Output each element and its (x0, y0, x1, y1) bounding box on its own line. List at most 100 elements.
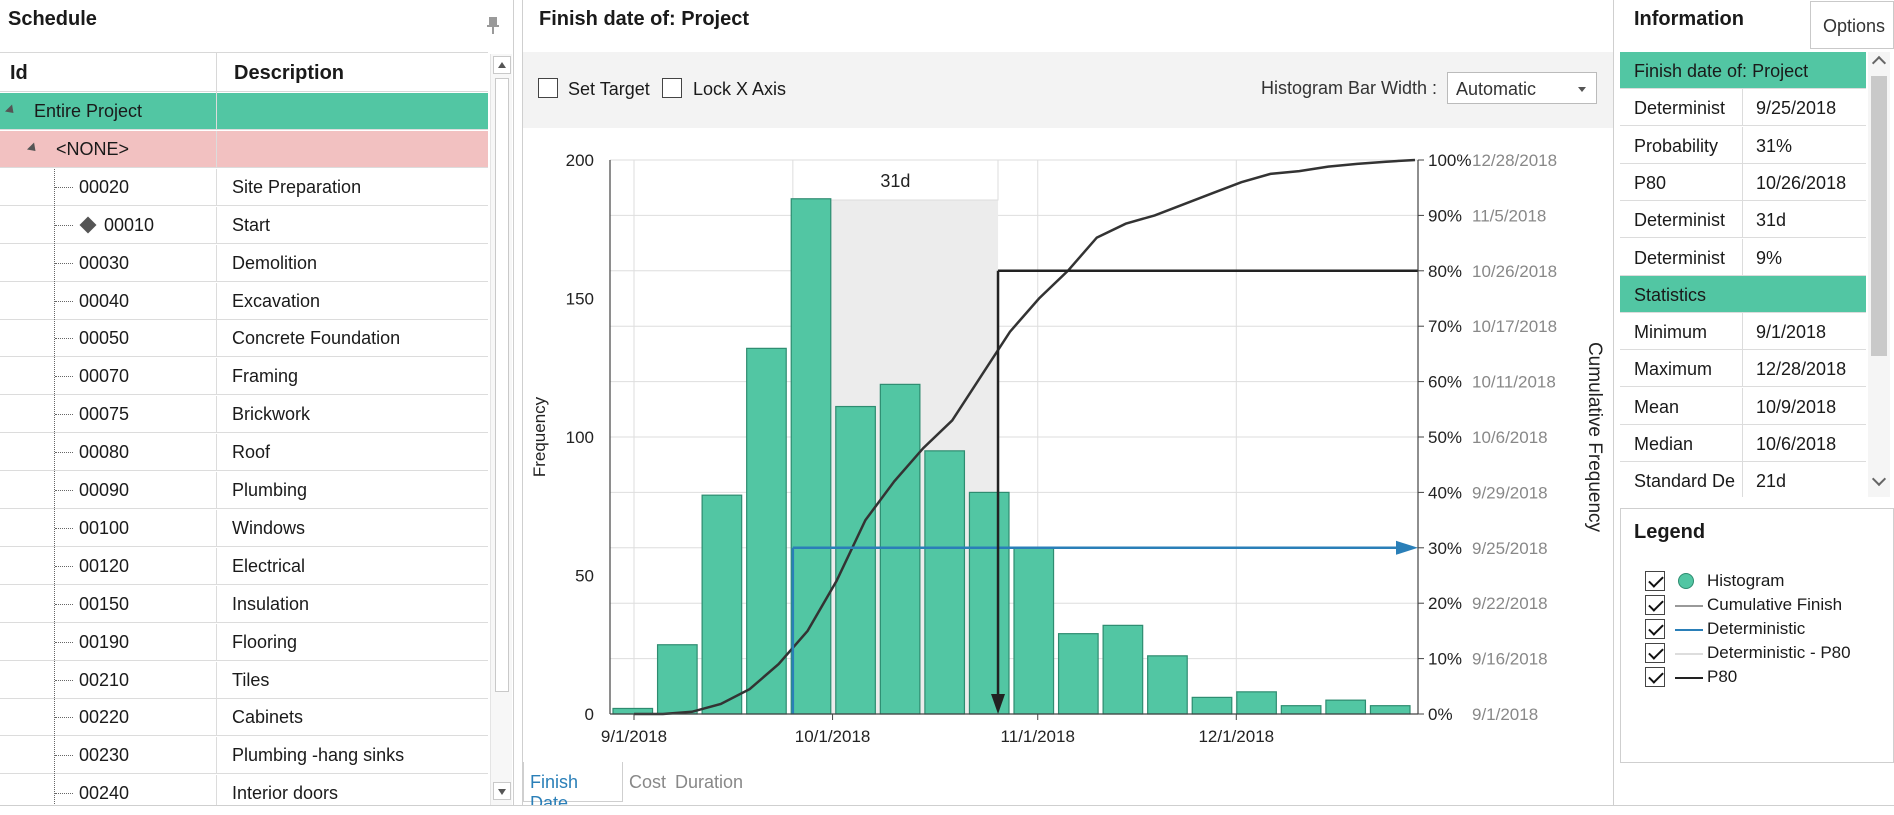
tree-connector (55, 793, 73, 795)
cumulative-percent-label: 80% (1428, 262, 1462, 281)
row-id: 00150 (79, 593, 130, 614)
histogram-bar (1236, 691, 1277, 715)
tab-duration[interactable]: Duration (675, 772, 744, 792)
tree-connector (55, 300, 73, 302)
legend-title: Legend (1634, 521, 1706, 543)
x-tick-label: 12/1/2018 (1198, 727, 1274, 746)
expand-toggle-icon[interactable] (4, 104, 18, 117)
legend-checkbox[interactable] (1645, 667, 1665, 687)
lock-x-axis-checkbox[interactable] (662, 78, 682, 98)
row-id: 00075 (79, 404, 130, 425)
legend-label: Cumulative Finish (1707, 595, 1843, 614)
information-scrollbar[interactable] (1868, 52, 1890, 497)
cumulative-percent-label: 90% (1428, 206, 1462, 225)
scroll-up-arrow-icon[interactable] (493, 56, 511, 74)
cumulative-date-label: 9/29/2018 (1472, 483, 1548, 502)
cumulative-date-label: 12/28/2018 (1472, 151, 1557, 170)
table-row[interactable]: 00030 Demolition (0, 244, 488, 282)
histogram-bar (924, 450, 966, 715)
info-row: Median 10/6/2018 (1620, 425, 1866, 462)
table-row[interactable]: 00150 Insulation (0, 585, 488, 623)
info-value: 10/9/2018 (1756, 396, 1837, 417)
histogram-bar (1369, 705, 1411, 715)
table-row[interactable]: 00210 Tiles (0, 661, 488, 699)
cumulative-percent-label: 0% (1428, 705, 1453, 724)
cumulative-percent-label: 60% (1428, 373, 1462, 392)
row-description: Framing (232, 366, 299, 387)
tab-finish-date[interactable]: Finish Date (523, 762, 623, 813)
bar-width-label: Histogram Bar Width : (1261, 78, 1438, 98)
legend-label: Deterministic (1707, 619, 1806, 638)
table-row[interactable]: 00080 Roof (0, 434, 488, 472)
legend-checkbox[interactable] (1645, 619, 1665, 639)
row-description: Brickwork (232, 404, 311, 425)
histogram-bar (879, 383, 921, 715)
column-header-description[interactable]: Description (234, 62, 345, 84)
schedule-title: Schedule (8, 8, 97, 30)
table-row[interactable]: 00100 Windows (0, 509, 488, 547)
expand-toggle-icon[interactable] (26, 142, 40, 155)
cumulative-date-label: 9/25/2018 (1472, 539, 1548, 558)
info-value: 31d (1756, 210, 1787, 231)
info-row: Minimum 9/1/2018 (1620, 313, 1866, 351)
schedule-scrollbar[interactable] (490, 54, 512, 805)
bar-width-dropdown[interactable]: Automatic (1447, 72, 1597, 104)
deterministic-arrow-icon (1396, 540, 1418, 555)
legend-label: P80 (1707, 667, 1738, 686)
window-bottom-border (0, 805, 1894, 815)
table-row[interactable]: 00220 Cabinets (0, 699, 488, 737)
tab-cost[interactable]: Cost (629, 772, 667, 792)
line-swatch-icon (1675, 677, 1703, 679)
column-header-id[interactable]: Id (10, 62, 28, 84)
y-tick-label: 50 (575, 567, 594, 586)
table-row[interactable]: 00020 Site Preparation (0, 168, 488, 206)
y-axis-label: Frequency (530, 396, 549, 477)
table-row[interactable]: 00240 Interior doors (0, 775, 488, 805)
cumulative-date-label: 9/16/2018 (1472, 650, 1548, 669)
table-row[interactable]: 00190 Flooring (0, 623, 488, 661)
table-row[interactable]: 00050 Concrete Foundation (0, 320, 488, 358)
histogram-bar (1013, 547, 1055, 715)
info-key: Determinist (1634, 210, 1726, 231)
information-panel: Information Options Finish date of: Proj… (1620, 0, 1894, 500)
chevron-down-icon (1578, 87, 1586, 92)
table-row[interactable]: 00070 Framing (0, 358, 488, 396)
tree-row-none[interactable]: <NONE> (0, 130, 488, 168)
info-key: Minimum (1634, 322, 1708, 343)
info-section-label: Finish date of: Project (1634, 61, 1809, 81)
scroll-down-arrow-icon[interactable] (493, 782, 511, 800)
scroll-down-arrow-icon[interactable] (1871, 474, 1887, 488)
set-target-label[interactable]: Set Target (568, 79, 650, 99)
table-row[interactable]: 00040 Excavation (0, 282, 488, 320)
information-table: Finish date of: Project Determinist 9/25/2… (1620, 52, 1866, 497)
pin-icon[interactable] (486, 16, 500, 34)
legend-checkbox[interactable] (1645, 571, 1665, 591)
chart-toolbar: Set Target Lock X Axis Histogram Bar Wid… (523, 52, 1613, 128)
cumulative-date-label: 10/26/2018 (1472, 262, 1557, 281)
histogram-bar (835, 405, 876, 715)
legend-checkbox[interactable] (1645, 643, 1665, 663)
row-id: 00020 (79, 176, 130, 197)
table-row[interactable]: 00010 Start (0, 206, 488, 244)
tree-connector (55, 452, 73, 454)
schedule-grid: Entire Project <NONE> 00020 Site Preparatio… (0, 93, 488, 805)
row-id: 00030 (79, 252, 130, 273)
set-target-checkbox[interactable] (538, 78, 558, 98)
p80-arrow-icon (991, 694, 1006, 714)
options-button[interactable]: Options (1810, 1, 1894, 49)
tree-connector (55, 490, 73, 491)
histogram-bars (612, 198, 1411, 715)
lock-x-axis-label[interactable]: Lock X Axis (693, 79, 787, 99)
scroll-thumb[interactable] (495, 78, 509, 692)
tree-row-entire-project[interactable]: Entire Project (0, 93, 488, 130)
table-row[interactable]: 00090 Plumbing (0, 472, 488, 509)
table-row[interactable]: 00075 Brickwork (0, 396, 488, 434)
table-row[interactable]: 00120 Electrical (0, 547, 488, 585)
row-id: 00100 (79, 517, 130, 538)
scroll-thumb[interactable] (1871, 76, 1887, 356)
legend-checkbox[interactable] (1645, 595, 1665, 615)
scroll-up-arrow-icon[interactable] (1871, 56, 1887, 70)
info-row: Probability 31% (1620, 126, 1866, 164)
row-id: 00090 (79, 480, 130, 500)
table-row[interactable]: 00230 Plumbing -hang sinks (0, 737, 488, 775)
